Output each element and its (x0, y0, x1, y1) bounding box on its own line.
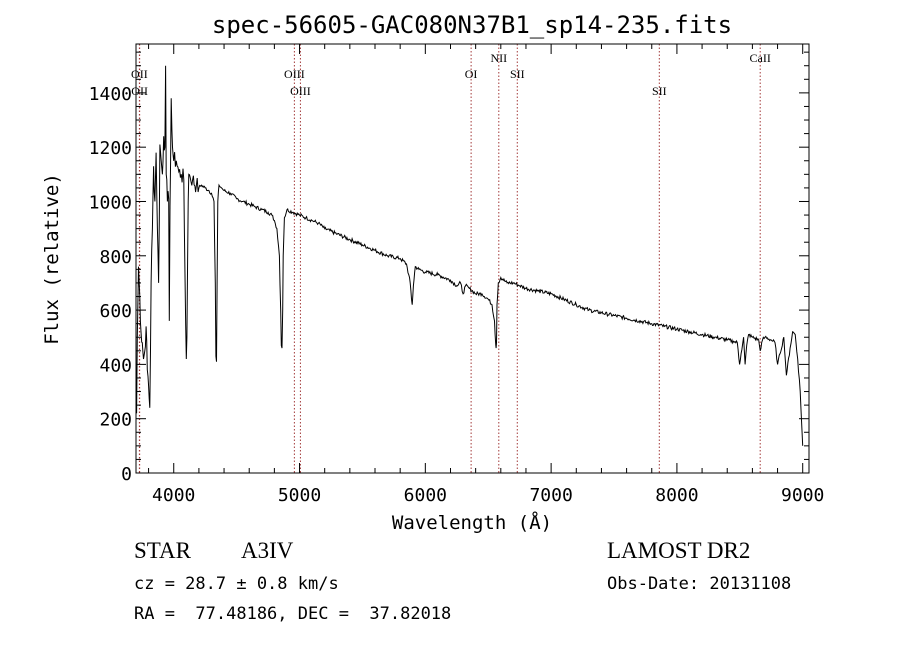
spectrum-line-group (135, 65, 804, 446)
y-tick-label: 800 (99, 247, 132, 268)
line-marker-label: CaII (750, 51, 771, 65)
plot-frame (135, 43, 810, 474)
spectrum-line (135, 65, 804, 446)
line-marker-label: OIII (284, 67, 305, 81)
y-tick-label: 1200 (89, 138, 132, 159)
redshift-readout: cz = 28.7 ± 0.8 km/s (134, 574, 339, 594)
line-marker-label: SII (652, 84, 667, 98)
y-tick-label: 400 (99, 355, 132, 376)
y-tick-label: 600 (99, 301, 132, 322)
x-tick-label: 7000 (529, 485, 572, 506)
x-tick-label: 5000 (278, 485, 321, 506)
x-tick-label: 6000 (404, 485, 447, 506)
x-tick-label: 4000 (152, 485, 195, 506)
line-marker-label: NII (490, 51, 507, 65)
y-tick-label: 200 (99, 410, 132, 431)
y-tick-label: 1000 (89, 192, 132, 213)
y-tick-label: 0 (121, 464, 132, 485)
coordinates-readout: RA = 77.48186, DEC = 37.82018 (134, 604, 452, 624)
line-marker-label: OI (465, 67, 478, 81)
line-marker-label: OIII (290, 84, 311, 98)
line-marker-label: SII (510, 67, 525, 81)
y-axis-ticks: 0 200 400 600 800 1000 1200 1400 (89, 51, 809, 485)
y-tick-label: 1400 (89, 84, 132, 105)
line-marker-label: OII (131, 67, 148, 81)
x-tick-label: 8000 (655, 485, 698, 506)
chart-title: spec-56605-GAC080N37B1_sp14-235.fits (212, 11, 732, 39)
obs-date: Obs-Date: 20131108 (607, 574, 792, 594)
object-subclass: A3IV (241, 538, 294, 563)
x-axis-label: Wavelength (Å) (392, 511, 552, 534)
line-marker-label: OII (131, 84, 148, 98)
y-axis-label: Flux (relative) (41, 173, 63, 345)
x-tick-label: 9000 (781, 485, 824, 506)
object-class: STAR (134, 538, 191, 563)
x-axis-ticks: 4000 5000 6000 7000 8000 9000 (148, 44, 824, 506)
survey-name: LAMOST DR2 (607, 538, 751, 563)
